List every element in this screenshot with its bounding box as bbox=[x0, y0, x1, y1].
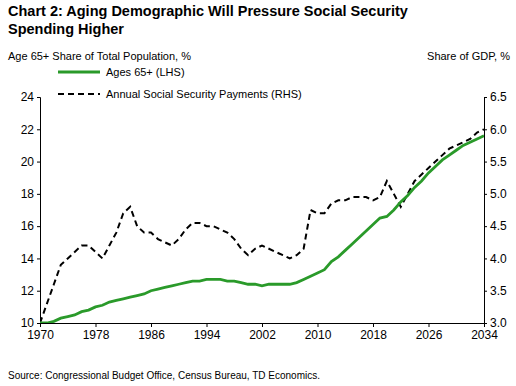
tick: 4.5 bbox=[484, 219, 507, 233]
tick-label: 5.5 bbox=[490, 155, 507, 169]
tick-mark bbox=[37, 97, 40, 98]
tick-mark bbox=[484, 258, 487, 259]
tick: 2026 bbox=[416, 323, 443, 342]
tick-mark bbox=[484, 291, 487, 292]
tick-label: 20 bbox=[21, 155, 35, 169]
tick: 2018 bbox=[360, 323, 387, 342]
tick-label: 18 bbox=[21, 187, 35, 201]
legend-label: Annual Social Security Payments (RHS) bbox=[106, 88, 302, 100]
axis-line bbox=[41, 324, 485, 328]
tick-mark bbox=[207, 323, 208, 327]
tick-label: 4.0 bbox=[490, 252, 507, 266]
axis-line bbox=[485, 98, 488, 324]
tick-label: 10 bbox=[21, 316, 35, 330]
tick-label: 14 bbox=[21, 252, 35, 266]
tick-label: 3.5 bbox=[490, 284, 507, 298]
tick-mark bbox=[37, 129, 40, 130]
tick: 12 bbox=[21, 284, 40, 298]
tick-label: 2002 bbox=[249, 328, 276, 342]
tick-mark bbox=[37, 162, 40, 163]
tick-label: 2018 bbox=[360, 328, 387, 342]
tick: 5.0 bbox=[484, 187, 507, 201]
series-line bbox=[40, 129, 484, 323]
tick-mark bbox=[37, 291, 40, 292]
tick-label: 1994 bbox=[194, 328, 221, 342]
plot-area bbox=[40, 129, 484, 323]
tick: 1978 bbox=[83, 323, 110, 342]
tick: 5.5 bbox=[484, 155, 507, 169]
tick-mark bbox=[484, 97, 487, 98]
tick: 2010 bbox=[305, 323, 332, 342]
tick: 16 bbox=[21, 219, 40, 233]
tick-mark bbox=[37, 258, 40, 259]
tick-mark bbox=[37, 194, 40, 195]
legend-swatch bbox=[58, 71, 100, 74]
source: Source: Congressional Budget Office, Cen… bbox=[8, 370, 320, 381]
tick-mark bbox=[484, 129, 487, 130]
y-axis-title: Age 65+ Share of Total Population, % bbox=[8, 50, 191, 62]
tick: 6.5 bbox=[484, 90, 507, 104]
tick-label: 4.5 bbox=[490, 219, 507, 233]
y2-axis-title: Share of GDP, % bbox=[427, 50, 510, 62]
tick-label: 6.5 bbox=[490, 90, 507, 104]
tick-mark bbox=[373, 323, 374, 327]
tick: 22 bbox=[21, 123, 40, 137]
tick-mark bbox=[484, 194, 487, 195]
y2-axis: 3.0 3.5 4.0 4.5 5.0 5.5 6.0 6.5 bbox=[484, 90, 507, 330]
tick: 4.0 bbox=[484, 252, 507, 266]
tick-mark bbox=[151, 323, 152, 327]
tick-mark bbox=[484, 162, 487, 163]
tick-mark bbox=[429, 323, 430, 327]
tick: 2002 bbox=[249, 323, 276, 342]
tick-label: 16 bbox=[21, 219, 35, 233]
tick-label: 3.0 bbox=[490, 316, 507, 330]
tick: 1986 bbox=[138, 323, 165, 342]
tick: 1994 bbox=[194, 323, 221, 342]
legend: Ages 65+ (LHS) Annual Social Security Pay… bbox=[58, 66, 302, 100]
tick-label: 22 bbox=[21, 123, 35, 137]
tick: 10 bbox=[21, 316, 40, 330]
y-axis: 10 12 14 16 18 20 22 24 bbox=[21, 90, 41, 330]
title: Chart 2: Aging Demographic Will Pressure… bbox=[8, 3, 408, 37]
tick-label: 2010 bbox=[305, 328, 332, 342]
tick-label: 6.0 bbox=[490, 123, 507, 137]
tick: 24 bbox=[21, 90, 40, 104]
legend-swatch bbox=[58, 93, 100, 95]
chart: Chart 2: Aging Demographic Will Pressure… bbox=[0, 0, 516, 386]
tick: 6.0 bbox=[484, 123, 507, 137]
tick-mark bbox=[484, 323, 487, 324]
tick-mark bbox=[262, 323, 263, 327]
series-line bbox=[40, 136, 484, 323]
tick-mark bbox=[484, 226, 487, 227]
tick: 14 bbox=[21, 252, 40, 266]
tick: 18 bbox=[21, 187, 40, 201]
tick-label: 12 bbox=[21, 284, 35, 298]
tick: 3.0 bbox=[484, 316, 507, 330]
x-axis: 197019781986199420022010201820262034 bbox=[27, 323, 498, 342]
tick-label: 5.0 bbox=[490, 187, 507, 201]
legend-label: Ages 65+ (LHS) bbox=[106, 66, 185, 78]
tick-mark bbox=[318, 323, 319, 327]
axis-line bbox=[37, 98, 41, 324]
tick-label: 1978 bbox=[83, 328, 110, 342]
tick-mark bbox=[37, 323, 40, 324]
tick-mark bbox=[37, 226, 40, 227]
tick-label: 2026 bbox=[416, 328, 443, 342]
tick: 3.5 bbox=[484, 284, 507, 298]
tick-label: 1986 bbox=[138, 328, 165, 342]
tick-label: 24 bbox=[21, 90, 35, 104]
tick-mark bbox=[96, 323, 97, 327]
tick: 20 bbox=[21, 155, 40, 169]
